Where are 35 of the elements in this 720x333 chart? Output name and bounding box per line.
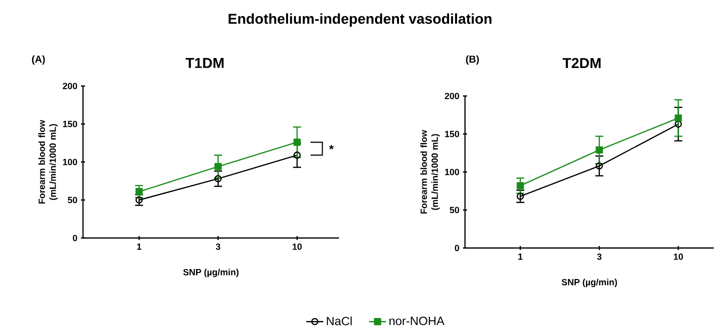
- y-tick-label: 100: [445, 168, 460, 176]
- chart-title: T2DM: [562, 58, 601, 68]
- point: [674, 114, 682, 122]
- chart-title: T1DM: [186, 58, 224, 68]
- point: [293, 138, 301, 146]
- point: [214, 162, 222, 170]
- legend-label: nor-NOHA: [389, 316, 444, 326]
- y-tick-label: 150: [445, 130, 460, 138]
- annotation: *: [329, 144, 334, 150]
- point: [135, 188, 143, 196]
- x-tick-label: 10: [674, 254, 683, 260]
- legend-label: NaCl: [326, 316, 352, 326]
- y-tick-label: 200: [444, 92, 460, 100]
- x-axis-title: SNP (µg/min): [562, 278, 617, 288]
- point: [214, 175, 222, 182]
- point: [516, 182, 524, 190]
- y-axis-title: Forearm blood flow (mL/min/1000 mL): [420, 130, 440, 214]
- text: (B): [466, 55, 479, 65]
- y-tick-label: 0: [454, 244, 460, 252]
- y-tick-label: 150: [63, 120, 78, 128]
- y-tick-label: 0: [72, 234, 78, 242]
- x-tick-label: 10: [292, 244, 302, 250]
- y-tick-label: 200: [62, 82, 78, 90]
- y-axis-title: Forearm blood flow (mL/min/1000 mL): [38, 120, 58, 204]
- x-axis-title: SNP (µg/min): [183, 268, 239, 278]
- text: (A): [32, 55, 45, 65]
- y-tick-label: 100: [63, 158, 78, 166]
- x-tick-label: 3: [597, 254, 602, 260]
- x-tick-label: 3: [216, 244, 220, 250]
- x-tick-label: 1: [137, 244, 142, 250]
- y-tick-label: 50: [450, 206, 460, 214]
- point: [596, 146, 603, 154]
- y-tick-label: 50: [68, 196, 78, 204]
- x-tick-label: 1: [518, 254, 523, 260]
- text: Endothelium-independent vasodilation: [228, 13, 492, 27]
